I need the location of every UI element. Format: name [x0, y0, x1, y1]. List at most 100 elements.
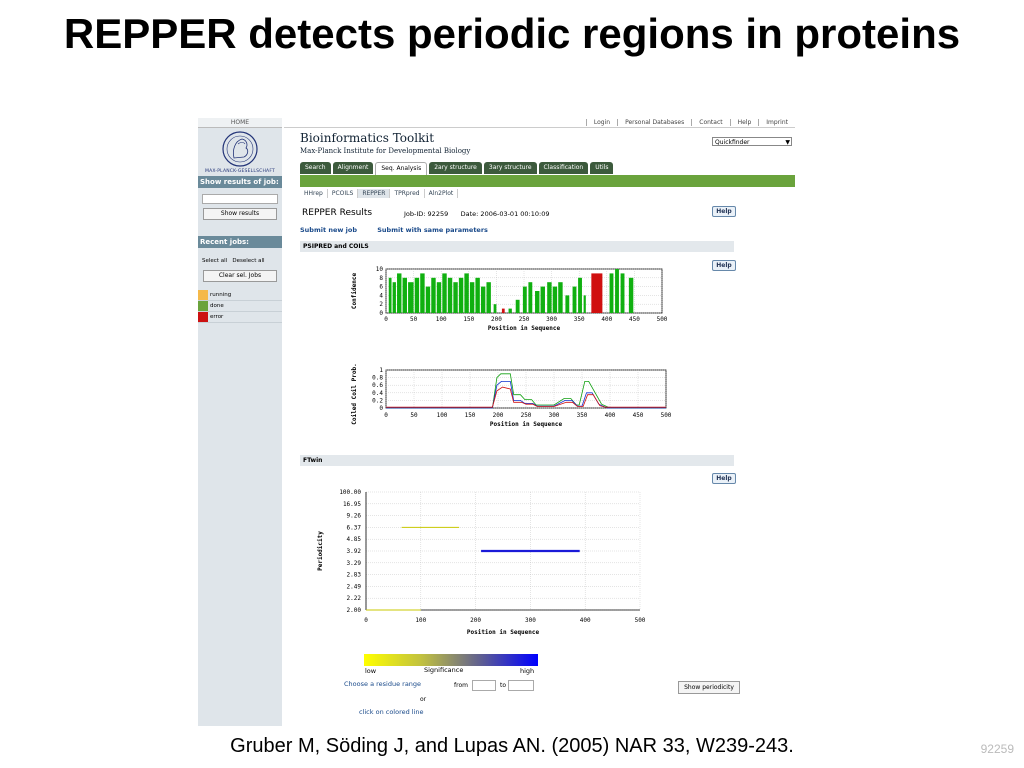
x-tick-label: 200 — [491, 316, 502, 323]
strand-bar — [408, 282, 414, 313]
subtab-pcoils[interactable]: PCOILS — [328, 189, 359, 198]
strand-bar — [392, 282, 396, 313]
job-id-input[interactable] — [202, 194, 278, 204]
y-tick-label: 2.83 — [347, 572, 362, 579]
coils-series-line — [386, 386, 666, 408]
x-axis-label: Position in Sequence — [490, 421, 563, 428]
significance-high: high — [520, 667, 535, 675]
strand-bar — [540, 286, 545, 313]
y-tick-label: 1 — [379, 367, 383, 374]
strand-bar — [547, 282, 552, 313]
strand-bar — [388, 277, 392, 313]
quickfinder-value: Quickfinder — [715, 139, 750, 146]
from-label: from — [454, 682, 468, 689]
strand-bar — [480, 286, 486, 313]
sidebar: HOME MAX-PLANCK-GESELLSCHAFT Show result… — [198, 118, 282, 726]
deselect-all-link[interactable]: Deselect all — [232, 258, 265, 264]
quickfinder-select[interactable]: Quickfinder ▼ — [712, 137, 792, 146]
x-tick-label: 100 — [436, 316, 447, 323]
strand-bar — [609, 273, 614, 313]
legend-swatch — [198, 301, 208, 311]
y-tick-label: 4.85 — [347, 536, 362, 543]
strand-bar — [615, 269, 619, 313]
legend-swatch — [198, 290, 208, 300]
y-tick-label: 6 — [379, 284, 383, 291]
tab-2ary-structure[interactable]: 2ary structure — [429, 162, 482, 174]
imprint-link[interactable]: Imprint — [758, 119, 795, 126]
x-tick-label: 400 — [605, 412, 616, 419]
x-tick-label: 100 — [437, 412, 448, 419]
tab-3ary-structure[interactable]: 3ary structure — [483, 162, 537, 174]
y-tick-label: 0.2 — [372, 397, 383, 404]
x-tick-label: 400 — [580, 617, 591, 624]
y-axis-label: Periodicity — [317, 531, 324, 571]
help-button[interactable]: Help — [712, 260, 736, 271]
subtab-repper[interactable]: REPPER — [358, 189, 391, 198]
subtab-aln2plot[interactable]: Aln2Plot — [425, 189, 459, 198]
tab-classification[interactable]: Classification — [538, 162, 589, 174]
citation-caption: Gruber M, Söding J, and Lupas AN. (2005)… — [230, 735, 794, 757]
chevron-down-icon: ▼ — [785, 139, 790, 146]
show-periodicity-button[interactable]: Show periodicity — [678, 681, 740, 694]
help-link[interactable]: Help — [729, 119, 759, 126]
login-link[interactable]: Login — [585, 119, 617, 126]
psipred-chart: 0 50 100 150 200 250 300 350 400 450 500 0 2 46 8 10 Pos… — [351, 266, 668, 332]
strand-bar — [552, 286, 558, 313]
tab-utils[interactable]: Utils — [590, 162, 614, 174]
y-tick-label: 0.4 — [372, 390, 383, 397]
to-input[interactable] — [508, 680, 534, 691]
slide-title: REPPER detects periodic regions in prote… — [63, 10, 961, 57]
y-tick-label: 0 — [379, 310, 383, 317]
x-tick-label: 500 — [661, 412, 672, 419]
x-tick-label: 150 — [463, 316, 474, 323]
x-tick-label: 300 — [525, 617, 536, 624]
help-button[interactable]: Help — [712, 206, 736, 217]
x-tick-label: 400 — [601, 316, 612, 323]
show-results-button[interactable]: Show results — [203, 208, 277, 220]
sub-tabs: HHrep PCOILS REPPER TPRpred Aln2Plot — [300, 189, 459, 198]
clear-jobs-button[interactable]: Clear sel. Jobs — [203, 270, 277, 282]
significance-gradient — [364, 654, 538, 666]
strand-bar — [453, 282, 458, 313]
choose-range-link[interactable]: Choose a residue range — [344, 680, 422, 688]
x-tick-label: 150 — [465, 412, 476, 419]
from-input[interactable] — [472, 680, 496, 691]
tab-search[interactable]: Search — [300, 162, 331, 174]
significance-label: Significance — [424, 666, 464, 674]
subtab-hhrep[interactable]: HHrep — [300, 189, 328, 198]
x-axis-label: Position in Sequence — [488, 325, 561, 332]
subtab-tprpred[interactable]: TPRpred — [390, 189, 425, 198]
y-tick-label: 3.92 — [347, 548, 362, 555]
y-tick-label: 10 — [376, 266, 384, 273]
strand-bar — [458, 277, 464, 313]
help-button[interactable]: Help — [712, 473, 736, 484]
submit-new-job-link[interactable]: Submit new job — [300, 226, 357, 234]
x-tick-label: 0 — [364, 617, 368, 624]
legend-error: error — [198, 312, 282, 323]
strand-bar — [464, 273, 469, 313]
y-tick-label: 2.49 — [347, 583, 362, 590]
x-tick-label: 50 — [410, 412, 418, 419]
contact-link[interactable]: Contact — [691, 119, 729, 126]
tab-alignment[interactable]: Alignment — [332, 162, 374, 174]
x-tick-label: 200 — [493, 412, 504, 419]
select-all-link[interactable]: Select all — [202, 258, 228, 264]
show-results-heading: Show results of job: — [198, 176, 282, 188]
logo-label: MAX-PLANCK-GESELLSCHAFT — [205, 169, 275, 174]
tab-seq-analysis[interactable]: Seq. Analysis — [375, 162, 428, 175]
legend-done: done — [198, 301, 282, 312]
strand-bar — [475, 277, 480, 313]
y-axis-label: Confidence — [351, 273, 358, 310]
nav-tabs: Search Alignment Seq. Analysis 2ary stru… — [300, 162, 615, 175]
brand-title: Bioinformatics Toolkit — [300, 131, 435, 145]
personal-databases-link[interactable]: Personal Databases — [617, 119, 691, 126]
recent-jobs-heading: Recent jobs: — [198, 236, 282, 248]
y-tick-label: 0.8 — [372, 375, 383, 382]
helix-bar — [591, 273, 603, 313]
submit-same-params-link[interactable]: Submit with same parameters — [377, 226, 488, 234]
main-content: Login Personal Databases Contact Help Im… — [284, 118, 795, 726]
click-line-link[interactable]: click on colored line — [359, 708, 424, 716]
x-tick-label: 500 — [657, 316, 668, 323]
home-link[interactable]: HOME — [198, 118, 282, 128]
y-tick-label: 100.00 — [339, 489, 361, 496]
